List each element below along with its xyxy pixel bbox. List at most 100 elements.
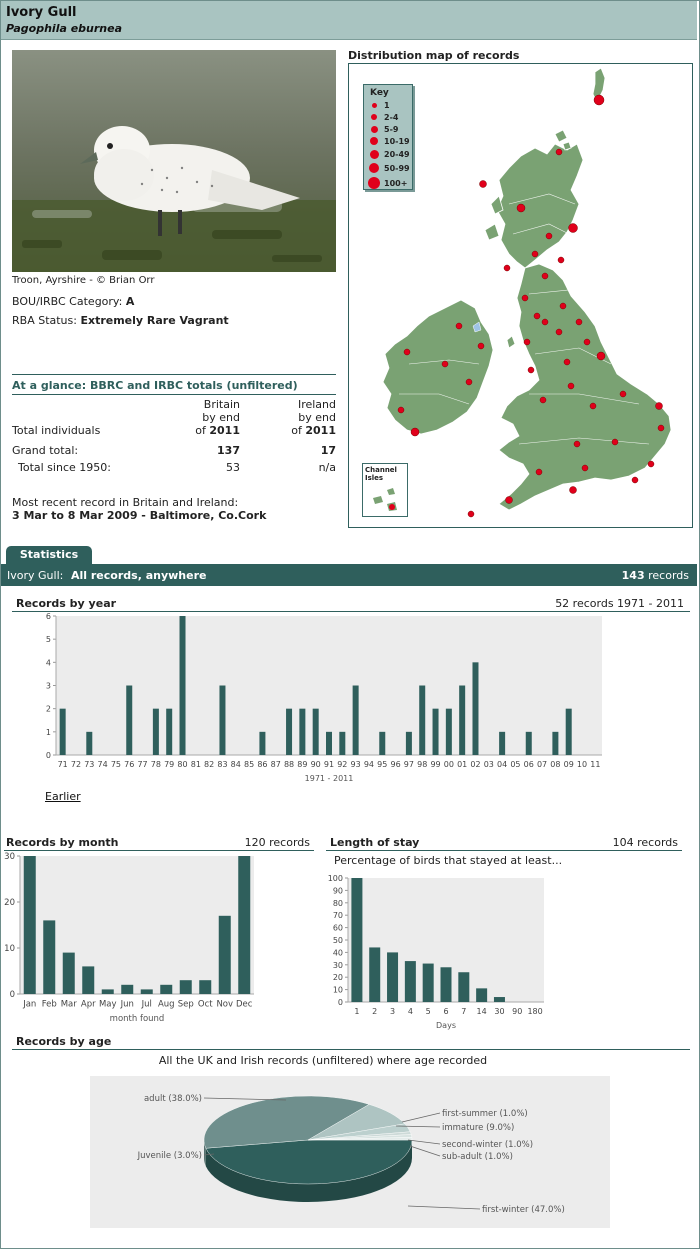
x-tick-label: 75 (111, 760, 121, 769)
bar (459, 685, 466, 755)
x-tick-label: 95 (377, 760, 387, 769)
x-tick-label: Feb (42, 1000, 57, 1010)
bar (445, 708, 452, 755)
pie-side (205, 1140, 412, 1202)
britain-year: 2011 (209, 424, 240, 437)
pie-label: second-winter (1.0%) (442, 1140, 533, 1150)
bar (62, 952, 75, 994)
bar-filter[interactable]: All records, anywhere (71, 569, 207, 582)
britain-head-3: of (195, 424, 206, 437)
x-tick-label: 89 (297, 760, 307, 769)
ireland-head-1: Ireland (297, 398, 336, 411)
x-tick-label: 06 (524, 760, 534, 769)
stay-chart-title: Length of stay (330, 836, 420, 849)
key-dot-7 (368, 177, 380, 189)
key-label-4: 10-19 (384, 137, 410, 146)
x-tick-label: 72 (71, 760, 81, 769)
y-tick-label: 10 (333, 986, 343, 995)
bar (179, 616, 186, 755)
total-individuals-label: Total individuals (12, 424, 101, 437)
x-tick-label: 81 (191, 760, 201, 769)
x-tick-label: 6 (443, 1007, 448, 1016)
x-tick-label: 83 (217, 760, 227, 769)
x-tick-label: Nov (216, 1000, 233, 1010)
x-tick-label: 1 (354, 1007, 359, 1016)
y-tick-label: 1 (46, 728, 51, 737)
bar (565, 708, 572, 755)
bar (23, 856, 36, 994)
x-tick-label: 03 (484, 760, 494, 769)
key-dot-3 (371, 126, 378, 133)
bar (422, 963, 434, 1002)
y-tick-label: 30 (4, 852, 15, 862)
bar (218, 915, 231, 994)
pie-slice (205, 1139, 413, 1185)
x-tick-label: 14 (477, 1007, 487, 1016)
key-label-7: 100+ (384, 179, 408, 188)
x-tick-label: 85 (244, 760, 254, 769)
y-tick-label: 4 (46, 658, 51, 667)
y-tick-label: 40 (333, 948, 343, 957)
x-tick-label: 30 (494, 1007, 504, 1016)
pie-leader (395, 1125, 441, 1128)
earlier-link[interactable]: Earlier (45, 790, 81, 803)
bar (326, 731, 332, 755)
plot-background (20, 856, 254, 994)
ireland-head-3: of (291, 424, 302, 437)
x-tick-label: 73 (84, 760, 94, 769)
ireland-year: 2011 (305, 424, 336, 437)
key-dot-2 (371, 114, 377, 120)
length-of-stay-chart: 0 10 20 30 40 50 60 70 80 90 100 1 2 3 4 5 6 7 14 30 90 180 Da… (328, 874, 544, 1030)
x-tick-label: Mar (61, 1000, 78, 1010)
since-1950-britain: 53 (226, 461, 240, 474)
channel-isles-label: Channel Isles (365, 466, 397, 482)
x-tick-label: 87 (271, 760, 281, 769)
bar (404, 961, 416, 1002)
grand-total-britain: 137 (217, 444, 240, 457)
bar (43, 920, 56, 994)
pie-label: sub-adult (1.0%) (442, 1152, 513, 1162)
map-key: Key 1 2-4 5-9 10-19 20-49 50-99 100+ (363, 84, 413, 190)
map-title: Distribution map of records (348, 49, 520, 62)
bar (312, 708, 319, 755)
x-tick-label: Jan (22, 1000, 36, 1010)
pie-label: first-summer (1.0%) (442, 1109, 528, 1119)
bar (166, 708, 173, 755)
bar-count-value: 143 (621, 569, 645, 582)
x-tick-label: 04 (497, 760, 507, 769)
x-tick-label: 180 (527, 1007, 542, 1016)
x-tick-label: 07 (537, 760, 547, 769)
x-tick-label: 84 (231, 760, 241, 769)
x-axis-label: 1971 - 2011 (305, 774, 354, 783)
x-axis-label: Days (436, 1021, 456, 1030)
bar (352, 685, 359, 755)
y-tick-label: 60 (333, 924, 343, 933)
bar (259, 731, 266, 755)
x-tick-label: 94 (364, 760, 374, 769)
y-tick-label: 90 (333, 886, 343, 895)
bar (432, 708, 439, 755)
bar (238, 856, 251, 994)
tab-statistics[interactable]: Statistics (6, 546, 92, 564)
x-tick-label: 91 (324, 760, 334, 769)
bar (351, 878, 363, 1002)
pie-leader (407, 1205, 481, 1210)
key-label-6: 50-99 (384, 164, 410, 173)
ireland-head-2: by end (298, 411, 336, 424)
bar (101, 989, 114, 994)
distribution-map[interactable]: Key 1 2-4 5-9 10-19 20-49 50-99 100+ Cha… (348, 63, 693, 528)
x-tick-label: Jun (120, 1000, 134, 1010)
x-tick-label: 93 (351, 760, 361, 769)
year-chart-summary: 52 records 1971 - 2011 (555, 597, 684, 610)
channel-isles-inset: Channel Isles (362, 463, 408, 517)
y-tick-label: 20 (333, 973, 343, 982)
pie-label: Juvenile (3.0%) (137, 1151, 202, 1161)
key-dot-6 (369, 163, 379, 173)
pie-leader (407, 1139, 441, 1145)
x-tick-label: 82 (204, 760, 214, 769)
rba-label: RBA Status: (12, 314, 77, 327)
key-label-2: 2-4 (384, 113, 399, 122)
bar (286, 708, 293, 755)
filter-bar: Ivory Gull: All records, anywhere 143 re… (1, 564, 697, 586)
y-tick-label: 30 (333, 961, 343, 970)
